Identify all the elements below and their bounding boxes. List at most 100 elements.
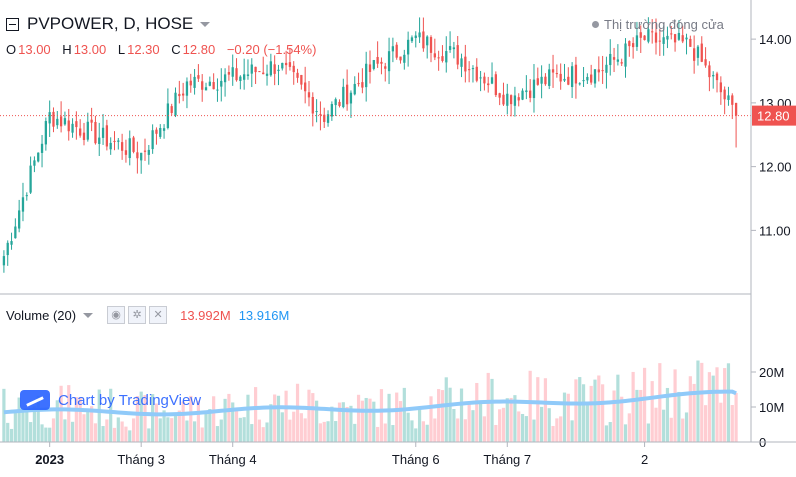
candle-body: [532, 79, 536, 99]
candle-body: [2, 256, 6, 266]
candle-body: [654, 32, 658, 43]
volume-bar: [128, 430, 132, 442]
volume-bar: [513, 395, 517, 442]
candle-body: [372, 60, 375, 69]
candle-body: [395, 44, 398, 58]
volume-bar: [364, 397, 368, 442]
candle-body: [631, 43, 635, 48]
volume-bars: [2, 360, 738, 442]
candle-body: [387, 51, 391, 72]
volume-bar: [463, 419, 467, 442]
eye-icon[interactable]: ◉: [107, 306, 126, 324]
candle-body: [311, 97, 314, 114]
symbol-header[interactable]: PVPOWER, D, HOSE: [6, 14, 211, 34]
candle-body: [441, 56, 444, 61]
volume-bar: [376, 426, 380, 442]
candle-body: [113, 140, 116, 142]
volume-bar: [703, 405, 708, 442]
volume-bar: [2, 388, 6, 442]
candle-body: [719, 82, 722, 93]
candle-body: [94, 121, 97, 144]
candle-body: [120, 142, 124, 151]
volume-bar: [726, 363, 731, 442]
gear-icon[interactable]: ✲: [128, 306, 147, 324]
chevron-down-icon[interactable]: [200, 21, 211, 27]
candle-body: [246, 74, 250, 76]
volume-bar: [74, 397, 78, 442]
candle-body: [391, 46, 395, 52]
volume-bar: [90, 406, 94, 442]
volume-bar: [723, 368, 727, 442]
candle-body: [338, 101, 341, 106]
volume-bar: [315, 400, 319, 442]
volume-bar: [532, 419, 536, 442]
volume-chevron-icon[interactable]: [83, 312, 94, 318]
volume-bar: [330, 406, 334, 442]
candle-body: [677, 32, 681, 40]
candle-body: [468, 69, 471, 71]
candle-body: [223, 74, 227, 83]
candle-body: [288, 62, 292, 67]
candle-body: [334, 99, 337, 106]
candle-body: [696, 46, 700, 58]
volume-bar: [192, 421, 197, 442]
candle-body: [452, 47, 456, 50]
candle-body: [590, 74, 593, 83]
candle-body: [567, 76, 570, 85]
ohlc-low-key: L: [117, 42, 126, 57]
candle-body: [79, 128, 82, 136]
volume-bar: [517, 411, 521, 442]
candle-body: [723, 89, 726, 100]
candle-body: [323, 114, 326, 122]
collapse-icon[interactable]: [6, 17, 19, 31]
price-tick-label: 14.00: [759, 32, 792, 47]
volume-bar: [498, 409, 502, 442]
candle-body: [284, 62, 288, 66]
candle-body: [399, 56, 402, 61]
volume-bar: [116, 417, 120, 442]
volume-bar: [658, 363, 662, 442]
volume-bar: [105, 419, 109, 442]
candle-body: [105, 125, 109, 147]
candle-body: [574, 64, 578, 84]
candle-body: [307, 92, 311, 98]
candle-body: [40, 143, 44, 153]
candle-body: [220, 80, 223, 87]
volume-bar: [559, 416, 563, 442]
volume-bar: [353, 423, 357, 442]
candle-body: [551, 69, 555, 73]
volume-bar: [616, 374, 620, 442]
volume-bar: [398, 401, 403, 442]
ohlc-legend: O 13.00 H 13.00 L 12.30 C 12.80 −0.20 (−1.54…: [6, 42, 324, 57]
candle-body: [685, 37, 688, 40]
volume-title[interactable]: Volume (20): [6, 307, 77, 323]
volume-bar: [86, 411, 90, 442]
watermark-text[interactable]: Chart by TradingView: [58, 391, 202, 409]
volume-bar: [677, 391, 681, 442]
volume-bar: [135, 396, 139, 442]
volume-bar: [730, 405, 734, 442]
candle-body: [98, 137, 101, 144]
volume-bar: [32, 406, 37, 442]
volume-bar: [669, 417, 673, 442]
symbol-title[interactable]: PVPOWER, D, HOSE: [27, 14, 194, 33]
candle-body: [429, 37, 433, 53]
volume-legend[interactable]: Volume (20) ◉ ✲ ✕ 13.992M 13.916M: [6, 306, 289, 324]
tradingview-watermark[interactable]: Chart by TradingView: [20, 390, 201, 410]
candle-body: [445, 51, 448, 63]
candle-body: [639, 32, 642, 38]
volume-bar: [536, 377, 540, 442]
candle-body: [670, 33, 673, 35]
volume-bar: [9, 428, 14, 442]
candle-body: [593, 69, 597, 84]
close-icon[interactable]: ✕: [149, 306, 168, 324]
volume-bar: [25, 411, 29, 442]
volume-bar: [131, 418, 136, 442]
candle-body: [140, 152, 143, 161]
volume-bar: [665, 387, 670, 442]
volume-bar: [318, 423, 323, 442]
volume-bar: [360, 400, 364, 442]
volume-bar: [273, 394, 277, 442]
